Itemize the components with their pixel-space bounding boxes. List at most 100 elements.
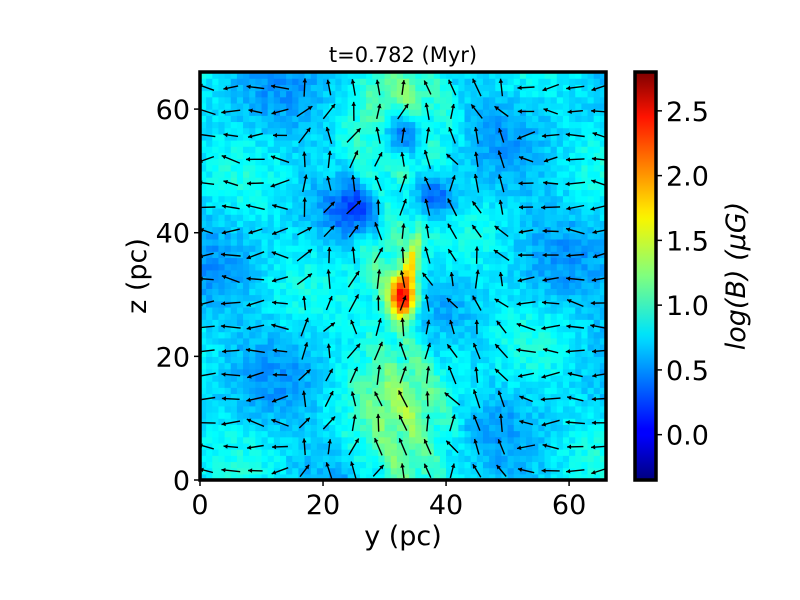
heatmap-cell [255, 170, 263, 178]
heatmap-cell [409, 127, 416, 135]
heatmap-cell [292, 201, 300, 209]
heatmap-cell [378, 455, 386, 463]
heatmap-cell [581, 418, 589, 425]
heatmap-cell [372, 201, 379, 209]
heatmap-cell [562, 412, 570, 419]
heatmap-cell [433, 245, 441, 252]
heatmap-cell [316, 263, 324, 271]
heatmap-cell [329, 356, 336, 364]
heatmap-cell [599, 467, 606, 475]
heatmap-cell [279, 300, 287, 308]
heatmap-cell [255, 251, 263, 259]
heatmap-cell [433, 356, 441, 364]
heatmap-cell [341, 90, 349, 98]
field-arrow [498, 413, 504, 432]
field-arrow [423, 463, 432, 478]
heatmap-cell [538, 424, 546, 432]
heatmap-cell [593, 387, 601, 395]
heatmap-cell [273, 368, 281, 376]
heatmap-cell [378, 102, 386, 110]
heatmap-cell [513, 294, 521, 302]
heatmap-cell [538, 158, 546, 166]
heatmap-cell [464, 189, 472, 197]
heatmap-cell [206, 381, 213, 388]
field-arrow [473, 173, 480, 193]
heatmap-cell [396, 177, 404, 184]
heatmap-cell [224, 96, 232, 104]
heatmap-cell [378, 306, 386, 314]
heatmap-cell [249, 350, 256, 357]
heatmap-cell [304, 84, 312, 92]
heatmap-cell [384, 449, 392, 456]
heatmap-cell [599, 232, 606, 240]
heatmap-cell [292, 183, 300, 191]
heatmap-cell [581, 294, 589, 302]
heatmap-cell [347, 442, 355, 450]
heatmap-cell [532, 399, 539, 407]
heatmap-cell [526, 263, 533, 271]
arrow-head [451, 414, 456, 419]
heatmap-cell [587, 189, 595, 197]
heatmap-cell [212, 109, 220, 116]
heatmap-cell [286, 170, 293, 178]
heatmap-cell [507, 455, 515, 463]
heatmap-cell [433, 263, 441, 271]
heatmap-cell [372, 344, 379, 351]
field-arrow [302, 151, 307, 168]
heatmap-cell [532, 214, 539, 221]
heatmap-cell [458, 362, 466, 370]
heatmap-cell [200, 251, 207, 259]
heatmap-cell [286, 344, 293, 351]
heatmap-cell [421, 282, 429, 289]
heatmap-cell [538, 121, 546, 129]
heatmap-cell [556, 418, 564, 425]
heatmap-cell [378, 189, 386, 197]
field-arrow [349, 150, 359, 169]
heatmap-cell [421, 158, 429, 166]
heatmap-cell [538, 195, 546, 203]
heatmap-cell [593, 337, 601, 345]
field-arrow [472, 342, 481, 360]
heatmap-cell [562, 152, 570, 160]
heatmap-cell [316, 84, 324, 92]
heatmap-cell [569, 140, 576, 147]
arrow-head [301, 295, 307, 301]
heatmap-cell [482, 201, 490, 209]
heatmap-cell [298, 356, 306, 364]
heatmap-cell [396, 96, 404, 104]
heatmap-cell [439, 313, 447, 320]
heatmap-cell [286, 232, 293, 240]
heatmap-cell [255, 449, 263, 456]
heatmap-cell [470, 319, 478, 327]
heatmap-cell [390, 214, 398, 221]
heatmap-cell [550, 96, 558, 104]
heatmap-cell [433, 331, 441, 339]
heatmap-cell [218, 232, 226, 240]
heatmap-cell [526, 473, 533, 480]
heatmap-cell [372, 449, 379, 456]
heatmap-cell [482, 356, 490, 364]
heatmap-cell [372, 356, 379, 364]
heatmap-cell [538, 405, 546, 413]
heatmap-cell [421, 201, 429, 209]
heatmap-cell [476, 238, 484, 246]
heatmap-cell [526, 313, 533, 320]
heatmap-cell [341, 164, 349, 172]
heatmap-cell [200, 263, 207, 271]
arrow-head [402, 174, 407, 179]
heatmap-cell [575, 146, 582, 153]
heatmap-cell [489, 442, 496, 450]
heatmap-cell [439, 269, 447, 277]
heatmap-cell [550, 362, 558, 370]
heatmap-cell [384, 84, 392, 92]
field-arrow [400, 317, 405, 337]
heatmap-cell [329, 442, 336, 450]
heatmap-cell [212, 362, 220, 370]
arrow-head [399, 342, 404, 347]
heatmap-cell [495, 189, 503, 197]
heatmap-cell [249, 374, 256, 382]
heatmap-cell [489, 467, 496, 475]
heatmap-cell [316, 78, 324, 85]
heatmap-cell [538, 368, 546, 376]
heatmap-cell [279, 133, 287, 141]
